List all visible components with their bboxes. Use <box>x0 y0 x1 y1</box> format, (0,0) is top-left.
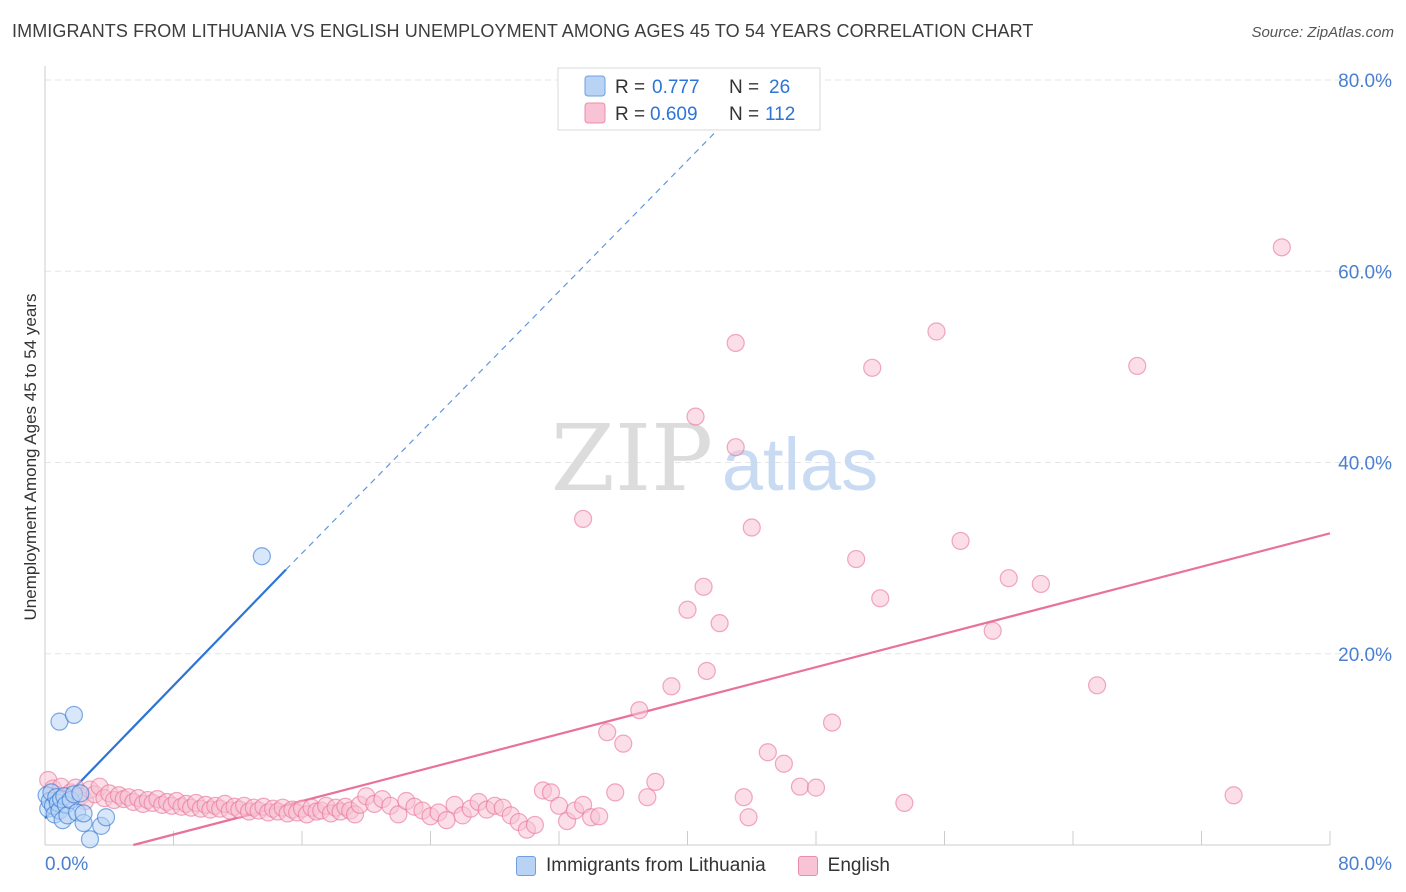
axes <box>44 66 1331 846</box>
legend-top-r-label-1: R = <box>615 77 645 98</box>
point-english-outlier-10 <box>822 713 842 732</box>
legend-top-swatch-blue <box>584 75 606 97</box>
legend-top-r-label-2: R = <box>615 104 645 125</box>
point-english-outlier-17 <box>983 621 1002 640</box>
point-lithuania-20 <box>64 705 84 725</box>
legend-top-n-label-2: N = <box>729 104 759 125</box>
legend-swatch-pink <box>797 856 818 876</box>
point-lithuania-22 <box>80 830 100 849</box>
point-english-outlier-16 <box>951 531 970 551</box>
y-tick-label-1: 40.0% <box>1338 454 1392 475</box>
point-lithuania-17 <box>71 784 90 803</box>
y-tick-label-2: 60.0% <box>1338 262 1392 283</box>
point-lithuania-21 <box>74 804 93 823</box>
point-lithuania-24 <box>96 808 116 827</box>
point-english-102 <box>662 677 681 696</box>
point-english-70 <box>389 805 408 824</box>
legend-top-n-value-1: 26 <box>769 77 790 98</box>
watermark: ZIP atlas <box>551 405 878 512</box>
legend-top-swatch-pink <box>584 102 606 124</box>
watermark-atlas: atlas <box>722 423 878 506</box>
source-label: Source: ZipAtlas.com <box>1251 24 1394 41</box>
point-english-104 <box>694 577 713 596</box>
point-english-98 <box>614 734 633 753</box>
point-english-87 <box>525 815 545 835</box>
tick-labels: 20.0% 40.0% 60.0% 80.0% 0.0% 80.0% <box>45 71 1392 875</box>
point-english-outlier-8 <box>790 777 810 796</box>
point-english-outlier-18 <box>999 569 1018 588</box>
point-english-outlier-4 <box>734 788 753 807</box>
point-english-outlier-15 <box>927 322 946 341</box>
point-english-outlier-14 <box>895 793 914 813</box>
point-english-99 <box>630 701 649 720</box>
point-english-outlier-11 <box>847 549 866 569</box>
point-english-95 <box>590 807 609 826</box>
point-english-outlier-9 <box>806 778 826 797</box>
trend-line-lithuania <box>44 568 287 819</box>
point-english-103 <box>678 600 697 619</box>
grid-lines <box>45 79 1392 655</box>
chart-title: IMMIGRANTS FROM LITHUANIA VS ENGLISH UNE… <box>12 21 1034 41</box>
point-english-outlier-20 <box>1087 676 1107 695</box>
legend-item-lithuania: Immigrants from Lithuania <box>516 855 766 877</box>
trend-line-english <box>133 532 1331 847</box>
point-english-101 <box>646 772 665 791</box>
legend-swatch-blue <box>516 856 536 876</box>
y-tick-label-3: 80.0% <box>1338 71 1392 92</box>
point-english-outlier-22 <box>1224 786 1243 805</box>
legend-item-english: English <box>797 855 890 877</box>
point-english-outlier-13 <box>871 589 890 608</box>
scatter-points <box>37 238 1291 849</box>
point-english-outlier-24 <box>726 333 745 353</box>
point-english-outlier-21 <box>1128 356 1147 376</box>
point-english-outlier-2 <box>697 661 716 681</box>
legend-label-english: English <box>827 855 890 876</box>
y-axis-label: Unemployment Among Ages 45 to 54 years <box>21 294 40 621</box>
legend-bottom: Immigrants from Lithuania English <box>0 852 1406 880</box>
point-english-outlier-19 <box>1031 574 1050 594</box>
legend-top-n-label-1: N = <box>729 77 759 98</box>
trend-lines <box>44 127 1331 847</box>
point-english-89 <box>541 783 561 802</box>
legend-top-r-value-1: 0.777 <box>652 77 700 98</box>
y-tick-label-0: 20.0% <box>1338 645 1392 666</box>
legend-top-r-value-2: 0.609 <box>650 104 698 125</box>
legend-top-n-value-2: 112 <box>765 104 795 125</box>
point-english-96 <box>598 723 617 742</box>
point-english-outlier-12 <box>863 358 882 377</box>
point-english-outlier-5 <box>739 808 758 827</box>
point-english-outlier-0 <box>573 509 593 529</box>
point-english-90 <box>549 796 569 815</box>
point-english-97 <box>606 783 625 802</box>
x-tick-label-1: 80.0% <box>1338 854 1392 875</box>
trend-line-lithuania-extension <box>285 127 721 571</box>
point-english-100 <box>638 788 657 807</box>
point-english-106 <box>742 518 761 537</box>
legend-label-lithuania: Immigrants from Lithuania <box>546 855 766 876</box>
point-english-outlier-7 <box>774 754 793 773</box>
watermark-zip: ZIP <box>551 405 713 512</box>
point-english-76 <box>437 811 456 830</box>
point-english-outlier-3 <box>726 438 745 457</box>
point-lithuania-25 <box>252 547 271 566</box>
x-tick-label-0: 0.0% <box>45 854 88 875</box>
point-english-outlier-1 <box>686 407 705 426</box>
point-english-105 <box>710 614 729 633</box>
point-english-outlier-6 <box>758 743 777 762</box>
point-english-outlier-23 <box>1272 238 1291 257</box>
legend-top: R = 0.777 N = 26 R = 0.609 N = 112 <box>557 67 821 131</box>
